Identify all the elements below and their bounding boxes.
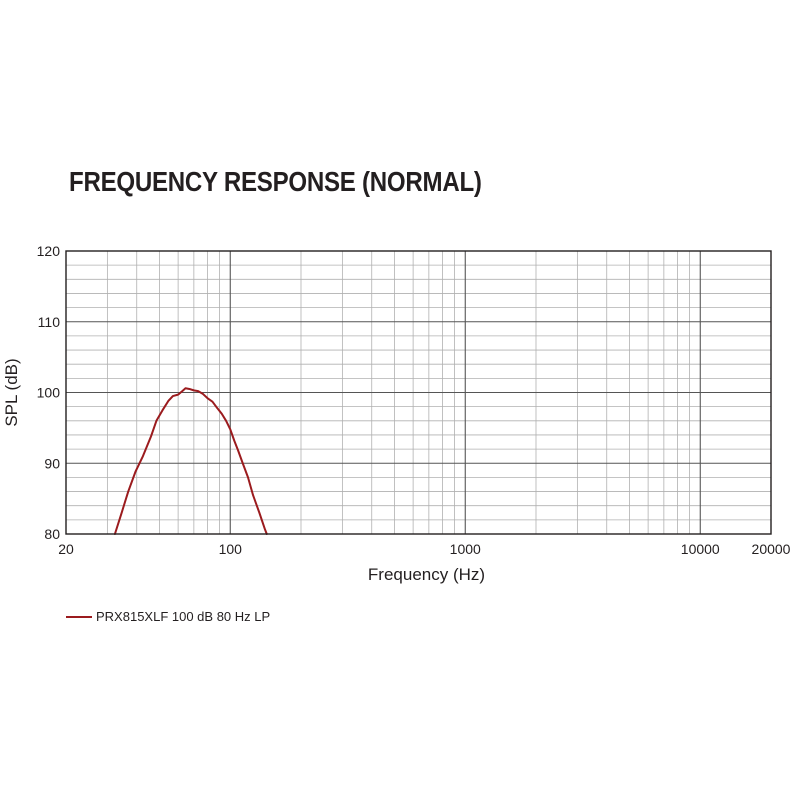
x-tick-label: 1000 [450,541,481,557]
plot-frame [65,250,772,535]
legend: PRX815XLF 100 dB 80 Hz LP [66,609,270,624]
x-axis-label: Frequency (Hz) [368,565,485,584]
major-grid [66,251,771,534]
y-tick-label: 110 [38,314,61,330]
y-tick-label: 100 [37,385,61,401]
x-tick-label: 10000 [681,541,720,557]
x-tick-labels: 20 100 1000 10000 20000 [58,541,790,557]
x-tick-label: 100 [219,541,243,557]
chart-title: FREQUENCY RESPONSE (NORMAL) [69,166,482,197]
x-tick-label: 20000 [752,541,791,557]
series-line-prx815xlf [113,387,268,535]
series-layer [113,387,268,535]
x-tick-label: 20 [58,541,74,557]
legend-line-swatch [66,615,92,618]
y-tick-labels: 80 90 100 110 120 [37,243,61,542]
y-tick-label: 90 [44,455,60,471]
legend-label: PRX815XLF 100 dB 80 Hz LP [96,609,271,624]
y-tick-label: 120 [37,243,61,259]
y-tick-label: 80 [44,526,60,542]
y-axis-label: SPL (dB) [2,358,21,426]
